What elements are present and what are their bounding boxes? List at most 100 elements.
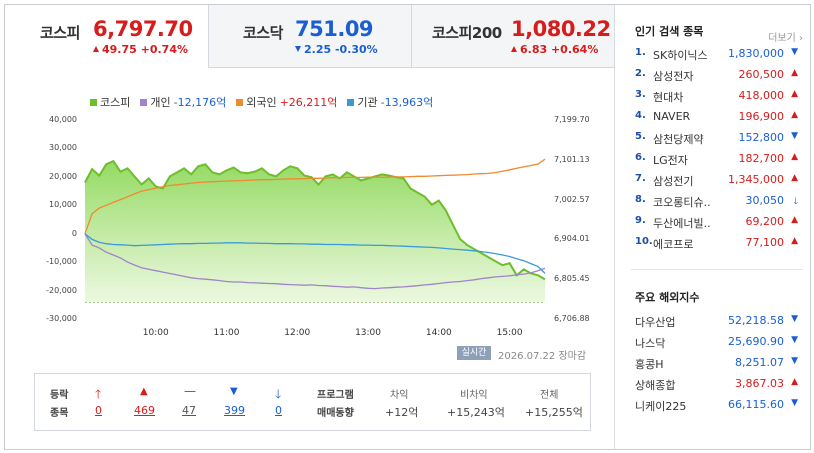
- y-left-tick: 40,000: [49, 115, 77, 124]
- breadth-limit-down[interactable]: 0: [275, 404, 282, 417]
- tab-kosdaq-change-text: 2.25 -0.30%: [304, 43, 378, 56]
- world-index-item[interactable]: 상해종합 3,867.03 ▲: [631, 374, 806, 394]
- popular-item[interactable]: 9. 두산에너빌.. 69,200 ▲: [631, 212, 806, 232]
- legend-foreign-value: +26,211억: [279, 96, 338, 109]
- program-value-total: +15,255억: [525, 406, 583, 419]
- popular-item[interactable]: 2. 삼성전자 260,500 ▲: [631, 65, 806, 85]
- tab-kospi200[interactable]: 코스피200 1,080.22 6.83 +0.64%: [411, 5, 614, 68]
- more-link[interactable]: 더보기 ›: [768, 29, 803, 44]
- popular-item[interactable]: 6. LG전자 182,700 ▲: [631, 149, 806, 169]
- stock-name: 삼성전기: [653, 175, 694, 188]
- y-left-tick: 20,000: [49, 171, 77, 181]
- x-tick: 15:00: [496, 328, 523, 338]
- y-left-tick: 30,000: [49, 143, 77, 153]
- world-index-item[interactable]: 니케이225 66,115.60 ▼: [631, 395, 806, 415]
- rank-number: 6.: [635, 152, 646, 163]
- legend-swatch: [236, 98, 244, 106]
- y-right-tick: 7,002.57: [554, 194, 590, 204]
- down-triangle-icon: ▼: [791, 398, 798, 408]
- foreign-line: [84, 158, 546, 234]
- popular-item[interactable]: 5. 삼천당제약 152,800 ▼: [631, 128, 806, 148]
- world-index-item[interactable]: 홍콩H 8,251.07 ▼: [631, 353, 806, 373]
- up-triangle-icon: ▲: [140, 386, 148, 397]
- y-left-tick: 0: [71, 228, 77, 238]
- legend-individual-label: 개인: [150, 96, 171, 109]
- kospi-line: [84, 159, 546, 281]
- tab-kospi-change: 49.75 +0.74%: [93, 43, 188, 56]
- index-value: 52,218.58: [728, 314, 784, 327]
- stock-price: 196,900: [738, 110, 785, 123]
- down-triangle-icon: ▼: [791, 314, 798, 324]
- breadth-label-2: 종목: [50, 408, 69, 419]
- x-tick: 11:00: [213, 328, 240, 338]
- up-triangle-icon: [93, 46, 99, 52]
- market-widget: 코스피 6,797.70 49.75 +0.74% 코스닥 751.09 2.2…: [4, 4, 811, 450]
- tab-kosdaq-name: 코스닥: [243, 24, 283, 42]
- breadth-label-1: 등락: [50, 390, 69, 401]
- rank-number: 4.: [635, 110, 646, 121]
- down-arrow-icon: 🡓: [275, 387, 282, 401]
- world-index-item[interactable]: 나스닥 25,690.90 ▼: [631, 332, 806, 352]
- up-triangle-icon: ▲: [791, 110, 798, 120]
- popular-item[interactable]: 4. NAVER 196,900 ▲: [631, 107, 806, 127]
- rank-number: 2.: [635, 68, 646, 79]
- popular-item[interactable]: 8. 코오롱티슈.. 30,050 🡓: [631, 191, 806, 211]
- section-divider: [631, 269, 803, 270]
- tab-kosdaq[interactable]: 코스닥 751.09 2.25 -0.30%: [208, 5, 411, 68]
- popular-item[interactable]: 10. 에코프로 77,100 ▲: [631, 233, 806, 253]
- y-left-tick: -30,000: [46, 314, 77, 323]
- program-value-nonarbitrage: +15,243억: [447, 406, 505, 419]
- legend-foreign: 외국인 +26,211억: [236, 94, 337, 110]
- stock-price: 1,345,000: [728, 173, 784, 186]
- down-triangle-icon: ▼: [791, 335, 798, 345]
- market-status: 장마감: [558, 351, 587, 362]
- tab-kospi200-change: 6.83 +0.64%: [511, 43, 598, 56]
- y-right-tick: 7,101.13: [554, 154, 590, 164]
- program-head-total: 전체: [540, 390, 559, 401]
- legend-institution-value: -13,963억: [380, 96, 434, 109]
- up-triangle-icon: ▲: [791, 215, 798, 225]
- breadth-down[interactable]: 399: [224, 404, 245, 417]
- up-triangle-icon: ▲: [791, 236, 798, 246]
- more-link-text: 더보기: [768, 33, 796, 44]
- index-panel: 코스피 6,797.70 49.75 +0.74% 코스닥 751.09 2.2…: [5, 5, 615, 449]
- breadth-up[interactable]: 469: [134, 404, 155, 417]
- legend-swatch: [347, 98, 355, 106]
- stock-name: 코오롱티슈..: [653, 196, 711, 209]
- world-index-item[interactable]: 다우산업 52,218.58 ▼: [631, 311, 806, 331]
- breadth-flat[interactable]: 47: [182, 404, 196, 417]
- popular-item[interactable]: 7. 삼성전기 1,345,000 ▲: [631, 170, 806, 190]
- tab-kospi[interactable]: 코스피 6,797.70 49.75 +0.74%: [5, 5, 208, 68]
- index-value: 3,867.03: [735, 377, 784, 390]
- tab-kospi-value: 6,797.70: [93, 17, 193, 41]
- legend-swatch: [140, 98, 148, 106]
- stock-price: 77,100: [745, 236, 785, 249]
- legend-institution-label: 기관: [357, 96, 378, 109]
- index-name: 니케이225: [635, 400, 687, 413]
- index-name: 다우산업: [635, 316, 676, 329]
- stock-price: 30,050: [745, 194, 785, 207]
- tab-kospi-name: 코스피: [40, 24, 80, 42]
- y-left-tick: -10,000: [46, 257, 77, 267]
- rank-number: 5.: [635, 131, 646, 142]
- rank-number: 8.: [635, 194, 646, 205]
- institution-line: [84, 233, 546, 274]
- down-arrow-icon: 🡓: [793, 197, 798, 207]
- legend-institution: 기관 -13,963억: [347, 94, 433, 110]
- individual-line: [84, 233, 546, 290]
- up-triangle-icon: ▲: [791, 68, 798, 78]
- stock-price: 182,700: [738, 152, 785, 165]
- y-left-tick: -20,000: [46, 285, 77, 295]
- stock-name: 삼성전자: [653, 70, 694, 83]
- tab-kospi-change-text: 49.75 +0.74%: [102, 43, 189, 56]
- x-tick: 12:00: [284, 328, 311, 338]
- program-head-nonarbitrage: 비차익: [460, 390, 488, 401]
- stock-name: LG전자: [653, 154, 688, 167]
- breadth-limit-up[interactable]: 0: [95, 404, 102, 417]
- popular-item[interactable]: 3. 현대차 418,000 ▲: [631, 86, 806, 106]
- legend-individual-value: -12,176억: [173, 96, 227, 109]
- program-label-2: 매매동향: [317, 408, 354, 419]
- rank-number: 7.: [635, 173, 646, 184]
- up-triangle-icon: ▲: [791, 89, 798, 99]
- popular-item[interactable]: 1. SK하이닉스 1,830,000 ▼: [631, 44, 806, 64]
